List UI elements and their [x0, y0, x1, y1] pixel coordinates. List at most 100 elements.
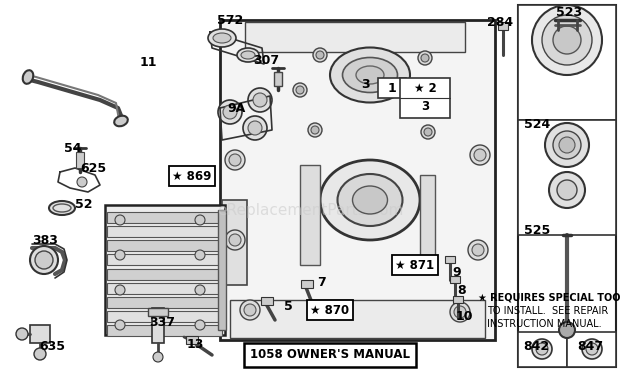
Circle shape: [218, 100, 242, 124]
Circle shape: [34, 348, 46, 360]
Text: 572: 572: [217, 14, 243, 26]
Circle shape: [225, 230, 245, 250]
Bar: [107, 283, 222, 294]
Text: 1: 1: [388, 82, 396, 94]
Bar: [261, 297, 273, 305]
Bar: [274, 72, 282, 86]
Text: 383: 383: [32, 233, 58, 247]
Circle shape: [424, 128, 432, 136]
Text: 847: 847: [577, 340, 603, 353]
Bar: [107, 240, 222, 251]
Bar: [300, 165, 320, 265]
Bar: [186, 336, 198, 344]
Circle shape: [115, 250, 125, 260]
Ellipse shape: [337, 174, 402, 226]
Circle shape: [225, 150, 245, 170]
Bar: [378, 78, 406, 98]
Text: 524: 524: [524, 117, 550, 130]
Text: 54: 54: [64, 141, 82, 155]
Circle shape: [153, 352, 163, 362]
Bar: [107, 268, 222, 279]
Circle shape: [542, 15, 592, 65]
Circle shape: [115, 215, 125, 225]
Text: 8: 8: [458, 285, 466, 297]
Text: ★ 870: ★ 870: [311, 303, 350, 317]
Bar: [498, 22, 508, 30]
Ellipse shape: [23, 70, 33, 84]
Text: TO INSTALL.  SEE REPAIR: TO INSTALL. SEE REPAIR: [487, 306, 608, 316]
Text: 10: 10: [455, 309, 472, 323]
Bar: [107, 325, 222, 336]
Circle shape: [586, 343, 598, 355]
Ellipse shape: [237, 48, 259, 62]
Circle shape: [553, 131, 581, 159]
Text: 842: 842: [523, 340, 549, 353]
Text: 635: 635: [39, 340, 65, 353]
Bar: [152, 308, 164, 343]
Circle shape: [559, 322, 575, 338]
Circle shape: [454, 306, 466, 318]
Ellipse shape: [114, 116, 128, 126]
Circle shape: [549, 172, 585, 208]
Bar: [518, 5, 616, 120]
Bar: [107, 212, 222, 223]
Bar: [301, 280, 313, 288]
Circle shape: [296, 86, 304, 94]
Circle shape: [243, 116, 267, 140]
Bar: [400, 78, 450, 118]
Bar: [450, 276, 460, 283]
Circle shape: [248, 88, 272, 112]
Ellipse shape: [330, 47, 410, 103]
Text: 337: 337: [149, 315, 175, 329]
Circle shape: [545, 123, 589, 167]
Bar: [453, 296, 463, 303]
Circle shape: [418, 51, 432, 65]
Ellipse shape: [241, 51, 255, 59]
Text: 11: 11: [140, 56, 157, 68]
Text: 307: 307: [253, 53, 279, 67]
Bar: [518, 332, 567, 367]
Circle shape: [311, 126, 319, 134]
Circle shape: [532, 5, 602, 75]
Text: 3: 3: [361, 79, 370, 91]
Circle shape: [308, 123, 322, 137]
Ellipse shape: [356, 66, 384, 84]
Circle shape: [438, 91, 446, 99]
Bar: [107, 297, 222, 308]
Text: 52: 52: [75, 199, 93, 211]
Text: ★ 869: ★ 869: [172, 170, 211, 182]
Text: 9: 9: [453, 265, 461, 279]
Circle shape: [195, 320, 205, 330]
Text: 284: 284: [487, 15, 513, 29]
Circle shape: [536, 343, 548, 355]
Circle shape: [16, 328, 28, 340]
Text: 3: 3: [421, 100, 429, 112]
Bar: [107, 311, 222, 322]
Circle shape: [115, 320, 125, 330]
Circle shape: [115, 285, 125, 295]
Circle shape: [30, 246, 58, 274]
Circle shape: [316, 51, 324, 59]
Text: INSTRUCTION MANUAL.: INSTRUCTION MANUAL.: [487, 319, 601, 329]
Circle shape: [474, 149, 486, 161]
Text: ★ 2: ★ 2: [414, 82, 436, 94]
Bar: [220, 20, 495, 340]
Bar: [148, 308, 168, 316]
Circle shape: [223, 105, 237, 119]
Circle shape: [582, 339, 602, 359]
Bar: [105, 205, 225, 335]
Text: 7: 7: [317, 276, 326, 288]
Circle shape: [553, 26, 581, 54]
Text: 13: 13: [187, 338, 204, 350]
Circle shape: [421, 125, 435, 139]
Text: eReplacementParts.com: eReplacementParts.com: [217, 203, 403, 217]
Circle shape: [470, 145, 490, 165]
Circle shape: [421, 54, 429, 62]
Bar: [218, 210, 226, 330]
Circle shape: [435, 88, 449, 102]
Text: 1058 OWNER'S MANUAL: 1058 OWNER'S MANUAL: [250, 349, 410, 361]
Circle shape: [472, 244, 484, 256]
Circle shape: [248, 121, 262, 135]
Ellipse shape: [49, 201, 75, 215]
Bar: [420, 175, 435, 260]
